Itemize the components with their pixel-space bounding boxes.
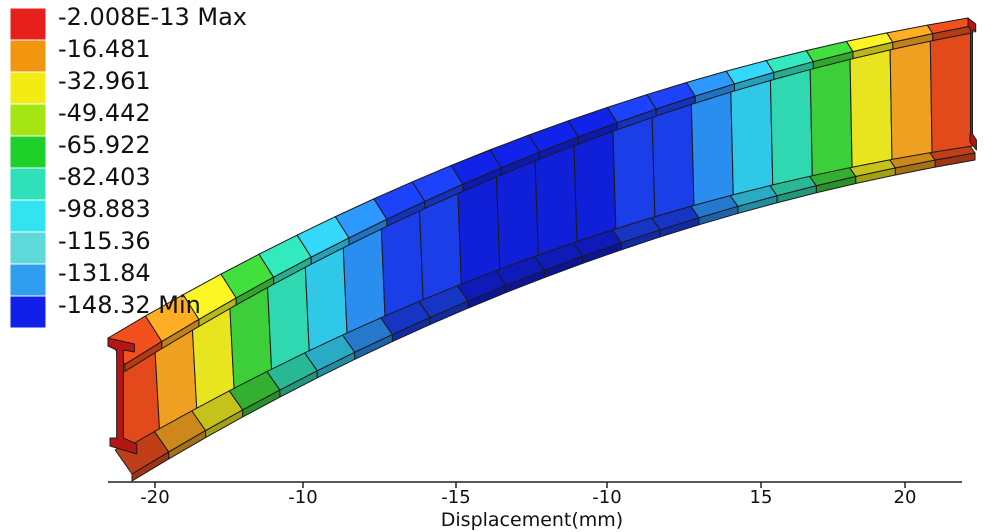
web-segment — [929, 21, 973, 153]
legend-label: -2.008E-13 Max — [58, 3, 247, 31]
color-legend: -2.008E-13 Max -16.481 -32.961 -49.442 -65.9… — [9, 3, 247, 329]
legend-label: -148.32 Min — [58, 291, 201, 319]
axis-tick-label: 20 — [894, 487, 917, 508]
axis-tick-label: -10 — [592, 487, 621, 508]
legend-swatch — [9, 231, 47, 265]
axis-tick-label: -20 — [140, 487, 169, 508]
right-end-section — [967, 17, 977, 151]
legend-swatch — [9, 7, 47, 41]
legend-label: -98.883 — [58, 195, 151, 223]
legend-label: -32.961 — [58, 67, 151, 95]
axis-title: Displacement(mm) — [441, 509, 623, 531]
axis-tick-label: -15 — [441, 487, 470, 508]
axis-tick-label: 15 — [750, 487, 773, 508]
web-segment — [889, 29, 933, 160]
legend-swatch — [9, 295, 47, 329]
axis-tick-label: -10 — [288, 487, 317, 508]
legend-label: -82.403 — [58, 163, 151, 191]
deformed-i-beam — [107, 17, 977, 482]
legend-swatch — [9, 103, 47, 137]
legend-label: -115.36 — [58, 227, 151, 255]
legend-label: -16.481 — [58, 35, 151, 63]
legend-label: -131.84 — [58, 259, 151, 287]
legend-swatch — [9, 199, 47, 233]
legend-swatch — [9, 71, 47, 105]
displacement-axis: -20 -10 -15 -10 15 20 Displacement(mm) — [108, 481, 962, 531]
legend-swatch — [9, 135, 47, 169]
legend-label: -49.442 — [58, 99, 151, 127]
legend-swatch — [9, 263, 47, 297]
legend-swatch — [9, 167, 47, 201]
legend-swatch — [9, 39, 47, 73]
legend-label: -65.922 — [58, 131, 151, 159]
bottom-flange-edge — [934, 152, 976, 168]
left-end-section — [107, 337, 138, 455]
